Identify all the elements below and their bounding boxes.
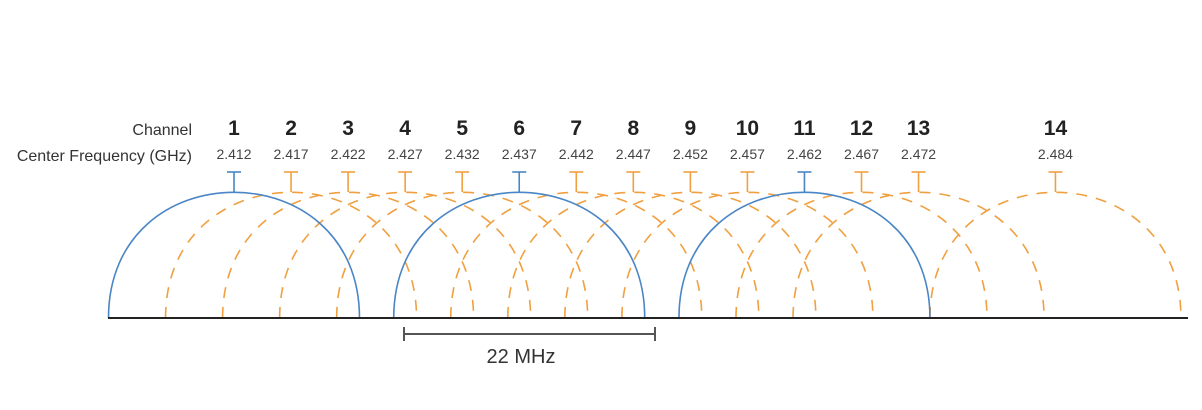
channel-arc-9 [564,191,817,319]
channel-number-11: 11 [793,117,816,140]
center-marker-1 [227,171,241,192]
channel-number-14: 14 [1044,117,1068,140]
center-marker-12 [854,171,869,192]
channel-arc-4 [278,191,532,319]
center-marker-8 [626,171,641,192]
channel-number-10: 10 [736,117,759,140]
channel-arc-5 [335,191,589,319]
center-marker-13 [911,171,926,192]
channel-arc-1 [107,191,361,319]
channel-labels: 1 2.412 2 2.417 3 2.422 4 2.427 5 2.432 6 2.437 7 2.4… [216,117,1073,162]
channel-frequency-10: 2.457 [730,146,765,162]
channel-number-6: 6 [513,117,525,140]
channel-arc-8 [507,191,760,319]
channel-frequency-7: 2.442 [559,146,594,162]
center-marker-11 [797,171,812,192]
channel-arc-2 [164,191,418,319]
channel-number-1: 1 [228,117,240,140]
channel-frequency-4: 2.427 [388,146,423,162]
channel-number-7: 7 [570,117,582,140]
channel-number-13: 13 [907,117,930,140]
center-marker-2 [284,171,299,192]
channel-frequency-1: 2.412 [216,146,251,162]
channel-arc-12 [735,191,988,319]
center-marker-7 [569,171,584,192]
channel-arc-10 [621,191,874,319]
channel-number-3: 3 [342,117,354,140]
center-markers [227,171,1063,192]
channel-number-8: 8 [627,117,639,140]
channel-frequency-6: 2.437 [502,146,537,162]
bandwidth-label: 22 MHz [487,346,556,368]
channel-number-9: 9 [685,117,697,140]
channel-arc-3 [221,191,475,319]
center-marker-5 [455,171,470,192]
center-marker-10 [740,171,755,192]
channel-row-label: Channel [132,122,192,139]
channel-frequency-14: 2.484 [1038,146,1073,162]
channel-number-4: 4 [399,117,411,140]
channel-arc-7 [449,191,703,319]
channel-arc-13 [792,191,1045,319]
channel-frequency-11: 2.462 [787,146,822,162]
channel-frequency-9: 2.452 [673,146,708,162]
channel-arc-6 [392,191,646,319]
channel-number-2: 2 [285,117,297,140]
channel-frequency-8: 2.447 [616,146,651,162]
center-marker-6 [512,171,527,192]
frequency-row-label: Center Frequency (GHz) [17,148,192,165]
center-marker-9 [683,171,698,192]
channel-number-5: 5 [456,117,468,140]
channel-arcs [107,191,1182,319]
center-marker-4 [398,171,413,192]
channel-arc-14 [929,191,1182,319]
channel-frequency-3: 2.422 [331,146,366,162]
bandwidth-indicator: 22 MHz [403,327,656,368]
channel-frequency-2: 2.417 [274,146,309,162]
center-marker-14 [1048,171,1063,192]
channel-number-12: 12 [850,117,873,140]
channel-frequency-12: 2.467 [844,146,879,162]
channel-frequency-13: 2.472 [901,146,936,162]
center-marker-3 [341,171,356,192]
channel-arc-11 [678,191,931,319]
channel-frequency-5: 2.432 [445,146,480,162]
